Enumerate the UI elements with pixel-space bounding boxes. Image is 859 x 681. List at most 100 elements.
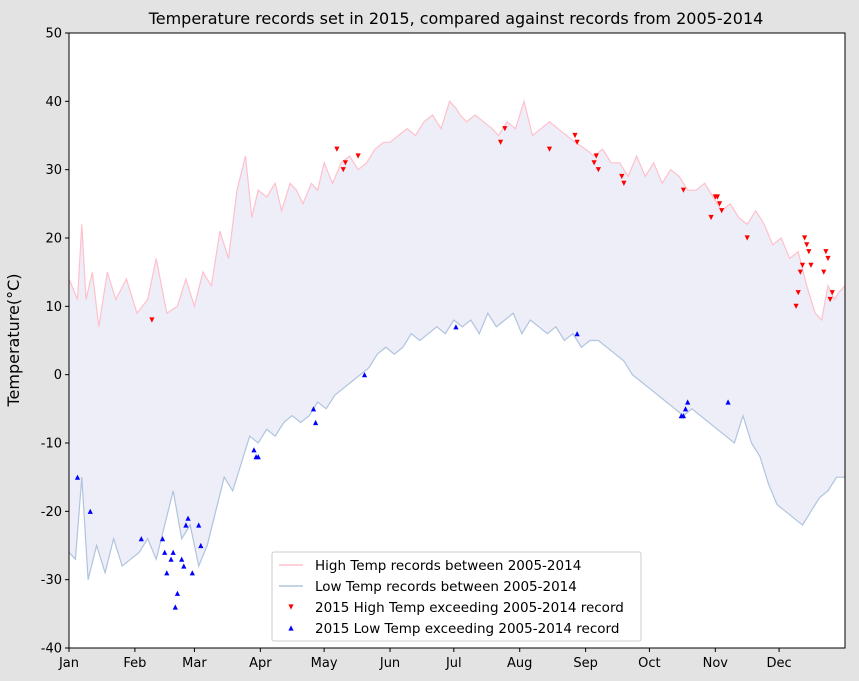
legend-entry-label: 2015 Low Temp exceeding 2005-2014 record — [315, 621, 619, 637]
high-record-marker — [719, 208, 725, 214]
plot-frame — [68, 32, 846, 649]
legend-entry-label: Low Temp records between 2005-2014 — [315, 579, 577, 595]
high-record-marker — [821, 269, 827, 275]
low-record-marker — [168, 556, 174, 562]
high-record-marker — [799, 262, 806, 268]
high-record-marker — [744, 235, 750, 241]
x-tick-label: Mar — [182, 656, 207, 671]
low-record-marker — [183, 522, 189, 528]
high-record-marker — [825, 255, 831, 262]
y-axis: -40 -30 -20 -10 0 10 20 30 40 50 — [41, 27, 69, 657]
y-tick-label: 20 — [45, 232, 62, 247]
high-record-marker — [793, 303, 799, 309]
high-record-marker — [808, 262, 814, 268]
low-record-marker — [162, 549, 168, 555]
high-record-marker — [574, 139, 580, 145]
low-record-marker — [172, 604, 178, 610]
high-record-marker — [714, 194, 721, 200]
low-record-marker — [87, 508, 93, 514]
high-record-marker — [823, 249, 829, 255]
y-tick-label: -30 — [41, 573, 62, 588]
x-tick-label: Dec — [767, 656, 792, 671]
high-record-marker — [829, 290, 835, 296]
y-tick-label: 10 — [45, 300, 62, 315]
y-tick-label: 50 — [45, 27, 62, 42]
high-record-marker — [340, 167, 346, 173]
high-record-marker — [708, 214, 714, 221]
low-record-marker — [74, 474, 81, 480]
high-record-marker — [334, 146, 340, 152]
high-record-marker — [827, 296, 833, 303]
legend-marker-swatch — [288, 604, 294, 610]
high-record-marker — [680, 187, 687, 193]
low-temp-line — [68, 311, 845, 580]
low-record-marker — [174, 590, 181, 596]
high-record-marker — [621, 180, 627, 186]
record-markers — [74, 126, 835, 610]
high-record-marker — [546, 146, 553, 152]
record-range-fill — [69, 101, 845, 580]
y-tick-label: 30 — [45, 163, 62, 178]
high-record-marker — [355, 153, 361, 159]
low-record-marker — [179, 556, 185, 562]
high-record-marker — [502, 126, 508, 132]
y-tick-label: 0 — [54, 368, 62, 383]
high-record-marker — [342, 160, 348, 166]
legend-marker-swatch — [288, 625, 294, 631]
x-tick-label: Feb — [123, 656, 146, 671]
low-record-marker — [685, 399, 691, 405]
high-record-marker — [591, 160, 597, 166]
low-record-marker — [574, 331, 580, 337]
low-record-marker — [310, 406, 317, 412]
low-record-marker — [313, 419, 319, 426]
x-tick-label: Sep — [573, 656, 598, 671]
chart-title: Temperature records set in 2015, compare… — [148, 9, 764, 28]
high-record-marker — [595, 167, 601, 173]
high-record-marker — [806, 249, 812, 255]
y-tick-label: 40 — [45, 95, 62, 110]
high-record-marker — [497, 139, 504, 145]
low-record-marker — [185, 515, 191, 521]
x-tick-label: Jul — [445, 656, 462, 671]
legend-box — [271, 551, 642, 642]
low-record-marker — [680, 413, 687, 419]
x-axis: Jan Feb Mar Apr May Jun Jul Aug Sep Oct Nov Dec — [58, 648, 792, 671]
low-record-marker — [361, 372, 368, 378]
y-tick-label: -20 — [41, 505, 62, 520]
x-tick-label: Oct — [638, 656, 660, 671]
low-record-marker — [453, 324, 459, 330]
low-record-marker — [725, 399, 731, 405]
legend: High Temp records between 2005-2014 Low T… — [271, 551, 642, 642]
high-record-marker — [802, 235, 808, 241]
y-tick-label: -10 — [41, 437, 62, 452]
low-record-marker — [138, 536, 144, 542]
legend-entry-label: 2015 High Temp exceeding 2005-2014 recor… — [315, 600, 624, 616]
x-tick-label: Jun — [379, 656, 400, 671]
x-tick-label: Apr — [249, 656, 272, 671]
low-record-marker — [198, 542, 204, 549]
x-tick-label: May — [311, 656, 338, 671]
high-record-marker — [593, 153, 599, 159]
low-record-marker — [164, 570, 170, 576]
legend-entry-label: High Temp records between 2005-2014 — [315, 558, 581, 574]
high-record-marker — [797, 269, 803, 275]
x-tick-label: Nov — [703, 656, 729, 671]
x-tick-label: Jan — [58, 656, 79, 671]
low-record-marker — [181, 563, 187, 569]
high-record-marker — [716, 201, 723, 207]
low-record-marker — [159, 536, 166, 542]
low-record-marker — [255, 454, 261, 460]
y-tick-label: -40 — [41, 642, 62, 657]
low-record-marker — [196, 522, 202, 528]
low-record-marker — [251, 447, 257, 453]
high-record-marker — [619, 173, 625, 180]
y-axis-label: Temperature(°C) — [4, 273, 23, 407]
high-record-marker — [795, 290, 801, 296]
x-tick-label: Aug — [507, 656, 532, 671]
low-record-marker — [682, 406, 689, 412]
low-record-marker — [170, 549, 176, 555]
high-record-marker — [149, 317, 155, 323]
high-record-marker — [572, 132, 578, 139]
low-record-marker — [189, 570, 195, 576]
